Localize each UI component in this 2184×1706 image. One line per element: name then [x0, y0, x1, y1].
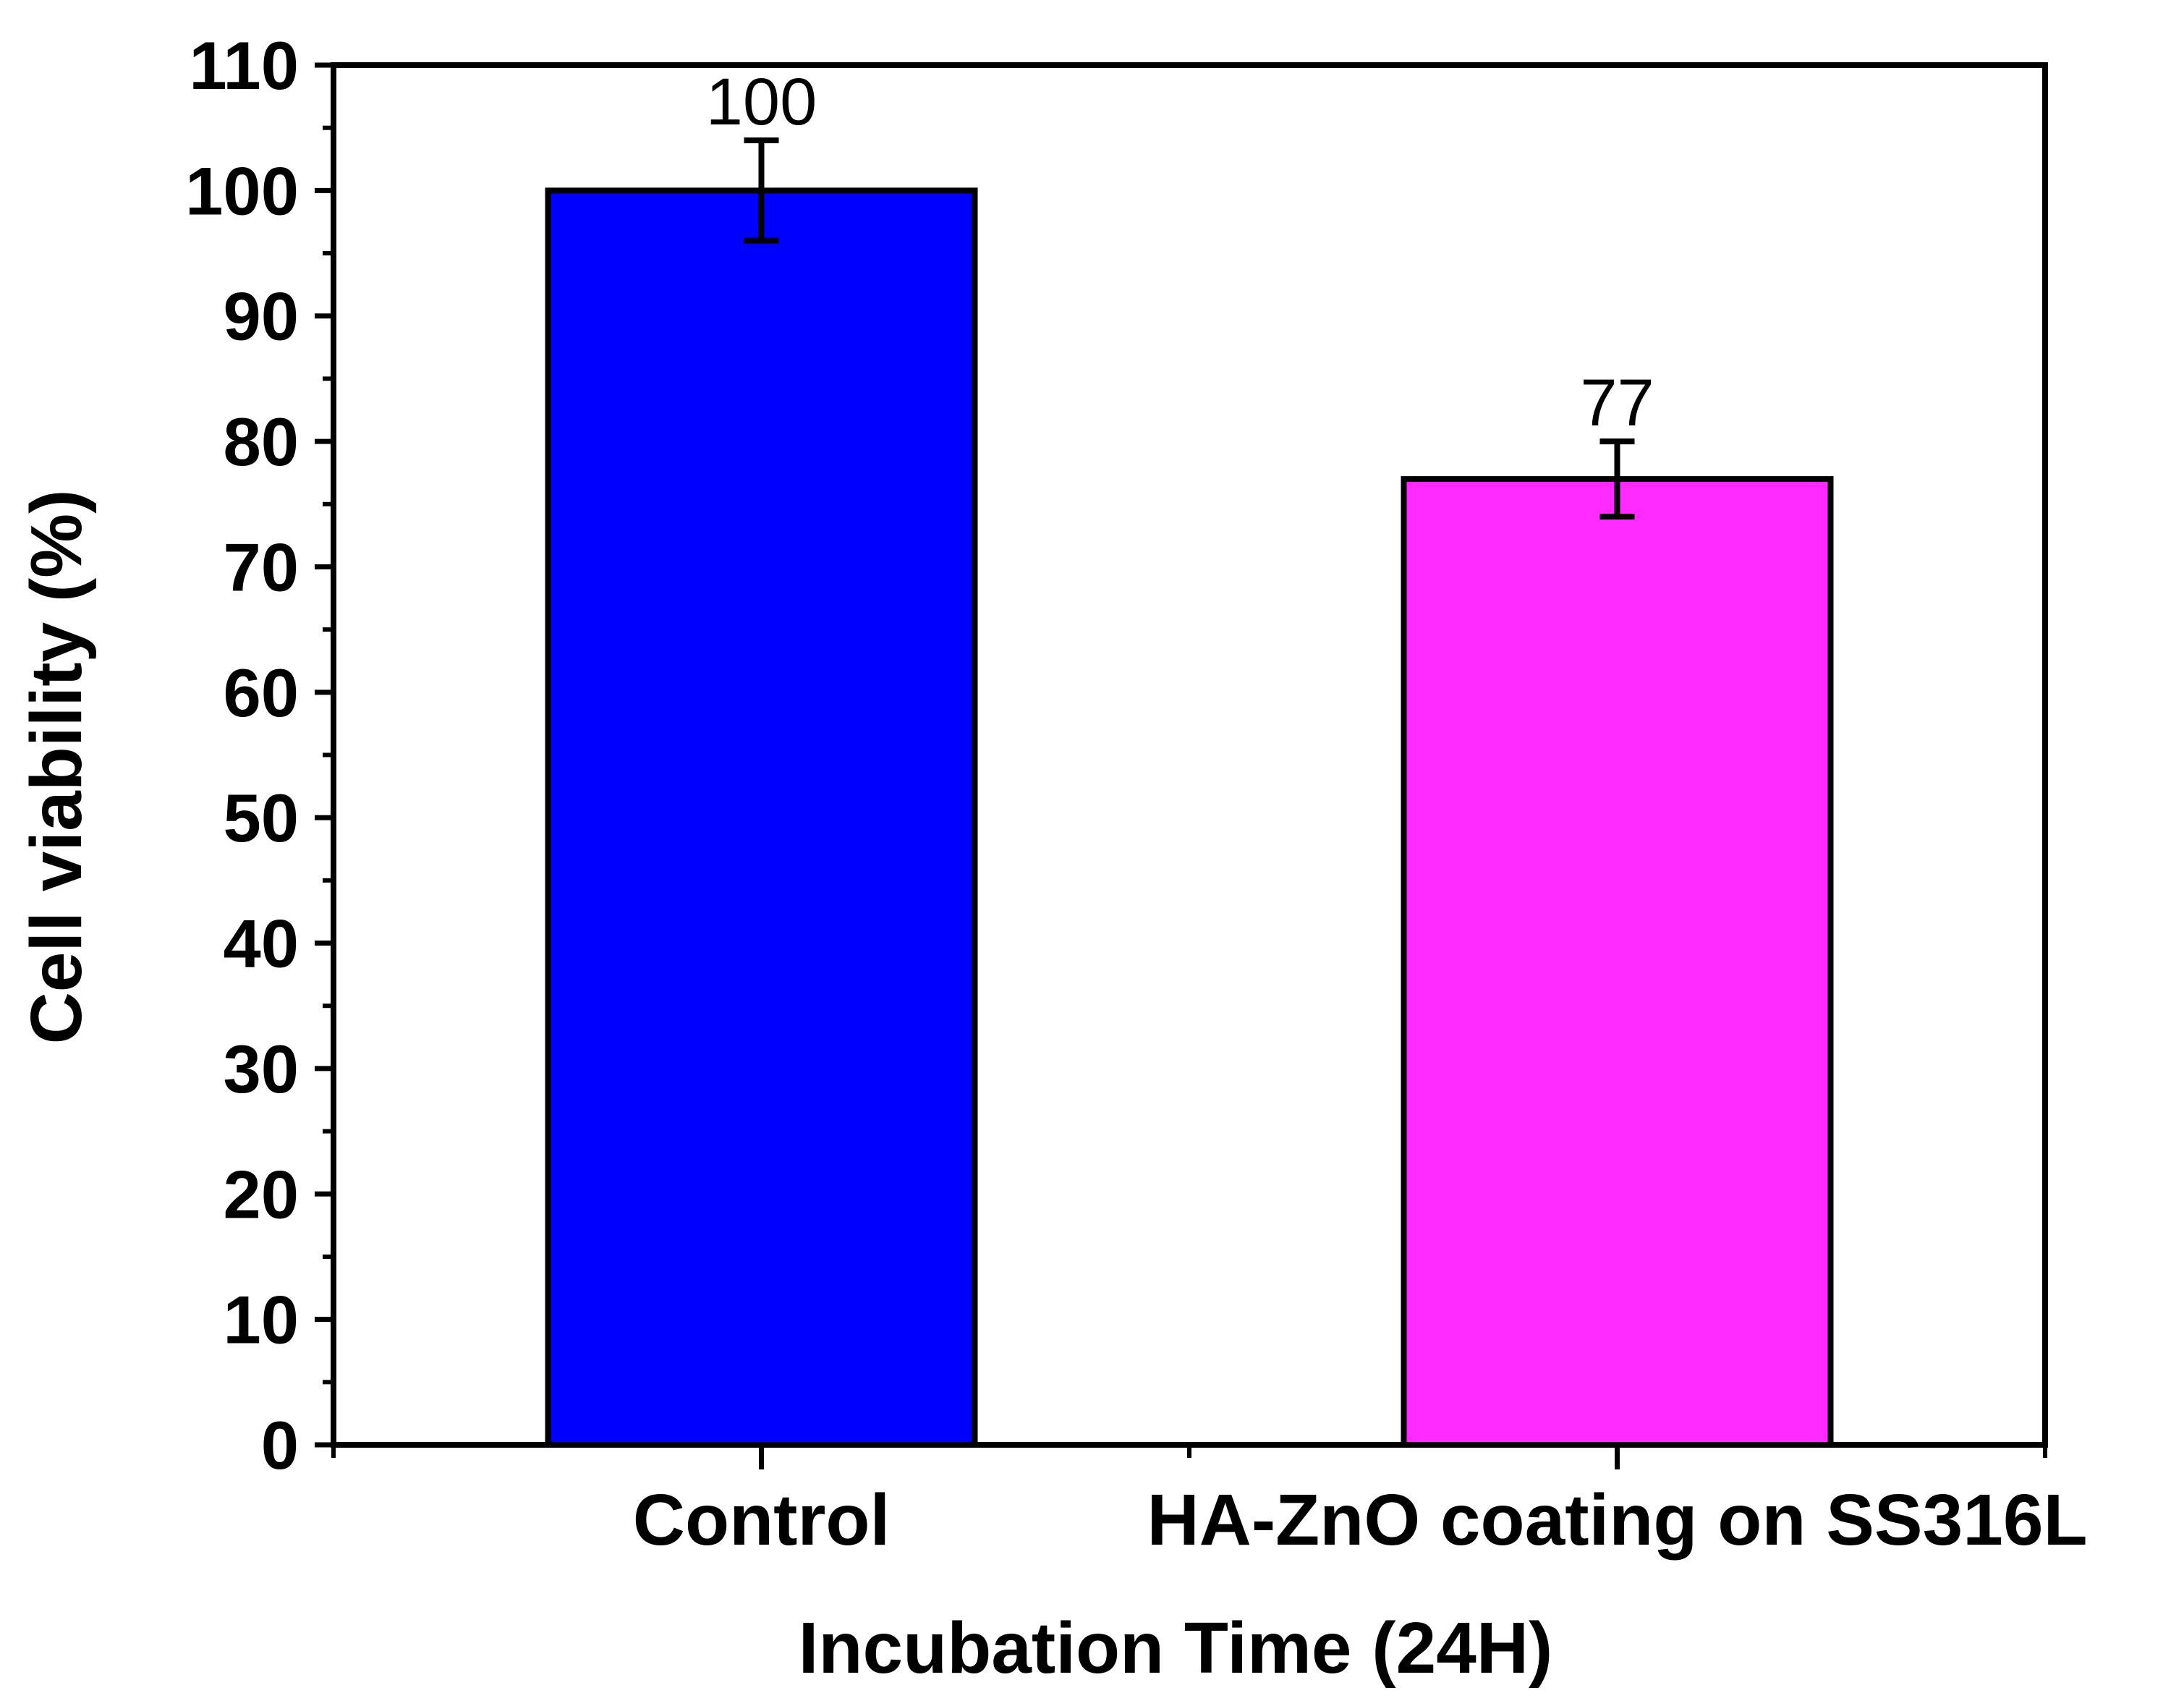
y-tick-label: 40 [223, 906, 299, 982]
bar-layer [545, 137, 1834, 1448]
y-tick-label: 30 [223, 1031, 299, 1107]
data-label: 100 [706, 65, 817, 139]
y-tick-label: 110 [189, 27, 299, 103]
y-tick-label: 80 [223, 404, 299, 480]
x-axis-title: Incubation Time (24H) [799, 1608, 1553, 1689]
y-tick-label: 10 [223, 1282, 299, 1358]
x-category-label: HA-ZnO coating on SS316L [1147, 1480, 2087, 1561]
tick-layer [315, 62, 2047, 1469]
y-tick-label: 90 [223, 279, 299, 355]
bar-control [545, 187, 978, 1448]
x-category-label: Control [633, 1480, 890, 1561]
y-tick-label: 0 [261, 1407, 299, 1483]
data-label: 77 [1580, 366, 1654, 440]
y-tick-label: 20 [223, 1156, 299, 1232]
y-tick-label: 50 [223, 780, 299, 856]
y-tick-label: 70 [223, 529, 299, 605]
y-tick-label: 60 [223, 655, 299, 731]
y-axis-title: Cell viability (%) [16, 490, 97, 1045]
y-tick-label: 100 [185, 153, 299, 229]
bar-ha-zno-coating-on-ss316l [1401, 476, 1834, 1448]
label-layer: 0 10 20 30 40 50 60 70 80 90 100 110 100 Control 77 HA-… [185, 27, 2087, 1561]
